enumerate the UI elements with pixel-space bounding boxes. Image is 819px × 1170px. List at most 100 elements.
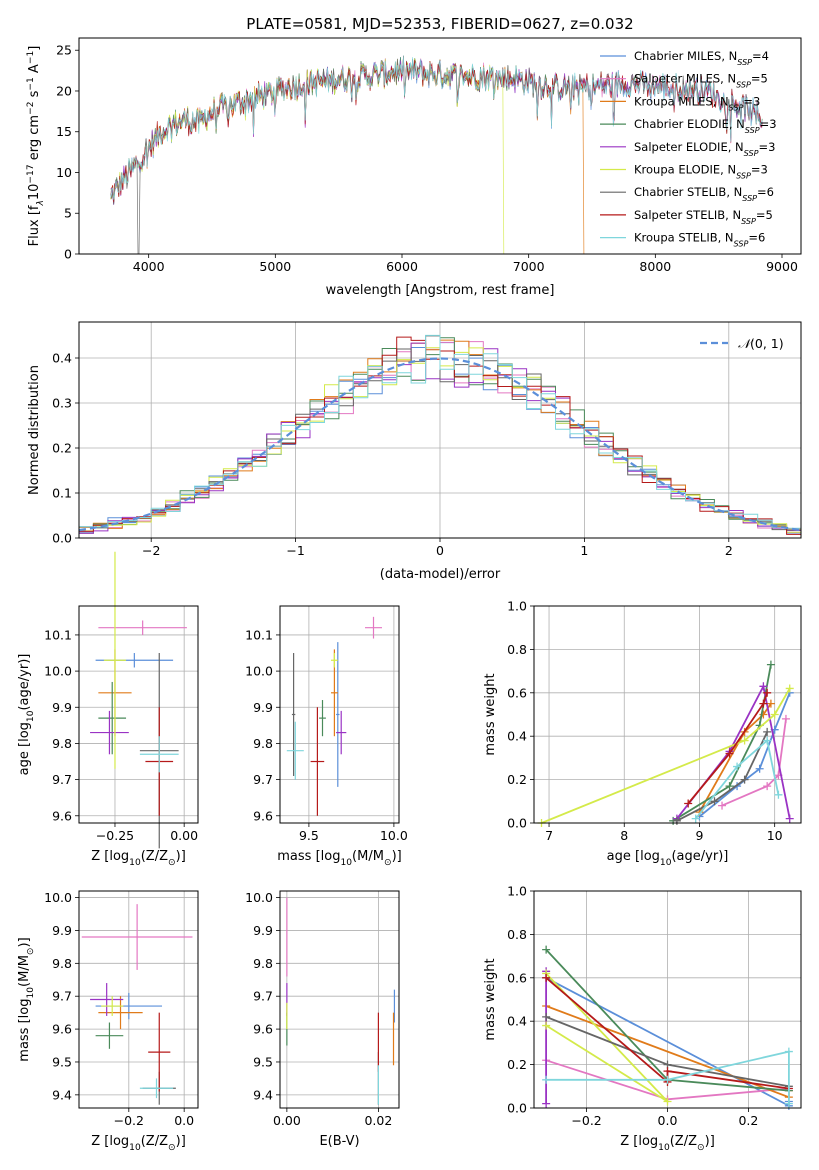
y-tick-label: 9.6 bbox=[253, 1022, 273, 1037]
y-axis-label: mass weight bbox=[483, 673, 498, 755]
y-axis-label: mass weight bbox=[483, 958, 498, 1040]
y-tick-label: 1.0 bbox=[507, 884, 527, 899]
x-tick-label: 0.00 bbox=[170, 828, 198, 843]
normal-reference-curve bbox=[78, 357, 802, 532]
x-tick-label: 8 bbox=[620, 828, 628, 843]
y-tick-label: 25 bbox=[56, 43, 72, 58]
y-tick-label: 9.9 bbox=[253, 700, 273, 715]
weight-marker bbox=[766, 699, 775, 708]
y-tick-label: 10.0 bbox=[44, 890, 72, 905]
y-tick-label: 0.6 bbox=[507, 970, 527, 985]
weight-marker bbox=[542, 945, 551, 954]
weight-marker bbox=[763, 782, 772, 791]
legend-label: Salpeter MILES, NSSP=5 bbox=[634, 72, 768, 90]
x-tick-label: 6000 bbox=[386, 259, 418, 274]
legend-label: Kroupa ELODIE, NSSP=3 bbox=[634, 163, 768, 181]
legend-label: Kroupa MILES, NSSP=3 bbox=[634, 94, 760, 112]
weight-marker bbox=[740, 775, 749, 784]
y-tick-label: 9.9 bbox=[52, 700, 72, 715]
legend-label: Salpeter ELODIE, NSSP=3 bbox=[634, 140, 775, 158]
y-tick-label: 0.1 bbox=[52, 486, 72, 501]
spectrum-series-kroupa-stelib bbox=[110, 55, 763, 200]
x-tick-label: 0.00 bbox=[273, 1113, 301, 1128]
x-axis-label: E(B-V) bbox=[319, 1134, 359, 1149]
weight-marker bbox=[763, 688, 772, 697]
y-tick-label: 5 bbox=[64, 206, 72, 221]
weight-marker bbox=[542, 1021, 551, 1030]
x-tick-label: 5000 bbox=[259, 259, 291, 274]
legend-label: Salpeter STELIB, NSSP=5 bbox=[634, 208, 773, 226]
y-tick-label: 9.6 bbox=[52, 808, 72, 823]
x-tick-label: 4000 bbox=[133, 259, 165, 274]
y-tick-label: 10.1 bbox=[44, 627, 72, 642]
spectrum-series-salpeter-stelib bbox=[110, 55, 763, 203]
y-tick-label: 0.2 bbox=[507, 1057, 527, 1072]
y-tick-label: 9.8 bbox=[253, 956, 273, 971]
y-tick-label: 9.7 bbox=[52, 989, 72, 1004]
x-axis-label: age [log10(age/yr)] bbox=[607, 849, 729, 868]
y-tick-label: 0.2 bbox=[507, 772, 527, 787]
y-tick-label: 10.0 bbox=[44, 664, 72, 679]
y-tick-label: 0 bbox=[64, 247, 72, 262]
weight-line-kroupa-elodie bbox=[541, 688, 791, 824]
y-tick-label: 9.9 bbox=[253, 923, 273, 938]
x-tick-label: −0.2 bbox=[114, 1113, 144, 1128]
weight-marker bbox=[733, 762, 742, 771]
y-tick-label: 20 bbox=[56, 83, 72, 98]
x-tick-label: −2 bbox=[142, 543, 160, 558]
x-tick-label: 9.5 bbox=[299, 828, 319, 843]
y-tick-label: 10.1 bbox=[245, 627, 273, 642]
y-tick-label: 0.8 bbox=[507, 642, 527, 657]
grid-layer bbox=[79, 322, 801, 1109]
x-axis-label: Z [log10(Z/Z⊙)] bbox=[91, 1134, 186, 1153]
y-tick-label: 9.7 bbox=[52, 772, 72, 787]
x-tick-label: 1 bbox=[580, 543, 588, 558]
weight-marker bbox=[755, 764, 764, 773]
y-axis-label: Flux [fλ10−17 erg cm−2 s−1 A−1] bbox=[26, 46, 46, 247]
axes-frame bbox=[78, 890, 199, 1109]
y-tick-label: 10.0 bbox=[245, 664, 273, 679]
weight-marker bbox=[763, 736, 772, 745]
legend-label: Chabrier STELIB, NSSP=6 bbox=[634, 185, 774, 203]
x-tick-label: 2 bbox=[725, 543, 733, 558]
y-tick-label: 9.4 bbox=[52, 1087, 72, 1102]
weight-marker bbox=[718, 801, 727, 810]
weight-line-kroupa-stelib bbox=[694, 738, 780, 820]
x-axis-label: Z [log10(Z/Z⊙)] bbox=[91, 849, 186, 868]
y-tick-label: 9.7 bbox=[253, 772, 273, 787]
weight-marker bbox=[725, 782, 734, 791]
weight-line-salpeter-miles bbox=[721, 718, 787, 807]
y-tick-label: 9.6 bbox=[253, 808, 273, 823]
y-tick-label: 15 bbox=[56, 124, 72, 139]
y-tick-label: 0.3 bbox=[52, 396, 72, 411]
y-tick-label: 0.0 bbox=[52, 531, 72, 546]
x-tick-label: 9000 bbox=[766, 259, 798, 274]
x-tick-label: 10.0 bbox=[380, 828, 408, 843]
legend-label: 𝒩(0, 1) bbox=[738, 336, 784, 351]
weight-marker bbox=[784, 1099, 793, 1108]
x-tick-label: 0.2 bbox=[738, 1113, 758, 1128]
weight-marker bbox=[663, 1075, 672, 1084]
weight-marker bbox=[766, 660, 775, 669]
weight-marker bbox=[785, 684, 794, 693]
x-axis-label: wavelength [Angstrom, rest frame] bbox=[326, 283, 555, 298]
axes-frame bbox=[279, 605, 400, 824]
x-tick-label: 0.02 bbox=[364, 1113, 392, 1128]
y-tick-label: 10 bbox=[56, 165, 72, 180]
y-axis-label: mass [log10(M/M⊙)] bbox=[17, 937, 36, 1061]
axes-frame bbox=[78, 37, 802, 255]
weight-marker bbox=[770, 710, 779, 719]
weight-marker bbox=[663, 1067, 672, 1076]
y-tick-label: 9.8 bbox=[52, 736, 72, 751]
weight-marker bbox=[774, 790, 783, 799]
weight-marker bbox=[725, 749, 734, 758]
y-tick-label: 0.0 bbox=[507, 1101, 527, 1116]
weight-marker bbox=[663, 1097, 672, 1106]
x-axis-label: (data-model)/error bbox=[380, 567, 501, 582]
y-tick-label: 0.0 bbox=[507, 816, 527, 831]
y-tick-label: 9.5 bbox=[52, 1054, 72, 1069]
weight-marker bbox=[542, 973, 551, 982]
y-tick-label: 0.4 bbox=[507, 1014, 527, 1029]
axes-frame bbox=[78, 605, 199, 824]
